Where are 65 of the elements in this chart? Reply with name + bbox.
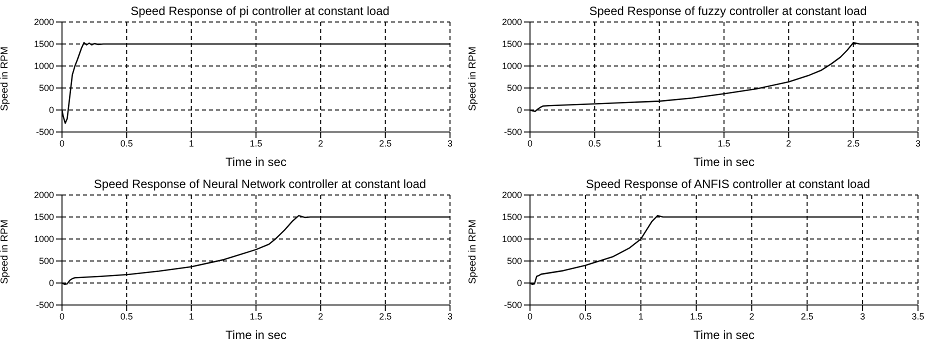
y-tick-label: -500 bbox=[36, 127, 54, 138]
x-tick-label: 1 bbox=[188, 138, 194, 148]
y-axis-title: Speed in RPM bbox=[0, 220, 11, 284]
y-tick-label: -500 bbox=[504, 300, 522, 310]
x-tick-label: 0.5 bbox=[579, 311, 592, 322]
x-tick-label: 0 bbox=[59, 138, 65, 148]
x-tick-label: 0.5 bbox=[120, 138, 133, 148]
y-tick-label: 1000 bbox=[34, 61, 54, 72]
x-tick-label: 3.5 bbox=[912, 311, 924, 322]
chart-title: Speed Response of pi controller at constant load bbox=[130, 4, 390, 18]
y-tick-label: 0 bbox=[516, 105, 522, 116]
x-tick-label: 3 bbox=[915, 138, 921, 148]
x-tick-label: 1.5 bbox=[250, 311, 262, 322]
x-tick-label: 2.5 bbox=[800, 311, 814, 322]
y-tick-label: 1500 bbox=[502, 39, 522, 50]
x-tick-label: 0 bbox=[527, 138, 533, 148]
y-tick-label: 2000 bbox=[502, 17, 522, 28]
x-tick-label: 1.5 bbox=[250, 138, 262, 148]
y-axis-title: Speed in RPM bbox=[468, 46, 479, 111]
y-tick-label: -500 bbox=[36, 300, 54, 310]
y-tick-label: 500 bbox=[38, 256, 54, 266]
x-tick-label: 0 bbox=[59, 311, 65, 322]
y-tick-label: 2000 bbox=[34, 190, 54, 200]
y-tick-label: 0 bbox=[516, 278, 522, 288]
x-tick-label: 1.5 bbox=[690, 311, 703, 322]
y-tick-label: 1000 bbox=[34, 234, 54, 244]
x-tick-label: 0.5 bbox=[588, 138, 601, 148]
y-tick-label: 1500 bbox=[502, 212, 522, 222]
y-tick-label: 2000 bbox=[502, 190, 522, 200]
x-axis-title: Time in sec bbox=[694, 155, 754, 169]
x-tick-label: 2 bbox=[749, 311, 754, 322]
x-tick-label: 2 bbox=[318, 138, 324, 148]
y-tick-label: 1000 bbox=[502, 234, 522, 244]
x-tick-label: 2 bbox=[318, 311, 324, 322]
chart-title: Speed Response of Neural Network controller at constant load bbox=[92, 177, 428, 191]
x-axis-title: Time in sec bbox=[226, 328, 286, 342]
chart-title: Speed Response of ANFIS controller at constant load bbox=[584, 177, 872, 191]
x-tick-label: 2 bbox=[786, 138, 792, 148]
x-tick-label: 2.5 bbox=[379, 311, 392, 322]
x-tick-label: 2.5 bbox=[379, 138, 392, 148]
x-tick-label: 0 bbox=[527, 311, 533, 322]
y-tick-label: 0 bbox=[48, 278, 54, 288]
x-tick-label: 3 bbox=[860, 311, 866, 322]
x-tick-label: 1 bbox=[656, 138, 662, 148]
x-tick-label: 1.5 bbox=[718, 138, 730, 148]
x-axis-title: Time in sec bbox=[694, 328, 754, 342]
y-tick-label: 1000 bbox=[502, 61, 522, 72]
y-tick-label: 500 bbox=[506, 256, 522, 266]
y-tick-label: -500 bbox=[504, 127, 522, 138]
y-tick-label: 0 bbox=[48, 105, 54, 116]
y-tick-label: 500 bbox=[506, 83, 522, 94]
y-tick-label: 1500 bbox=[34, 39, 54, 50]
y-tick-label: 2000 bbox=[34, 17, 54, 28]
y-axis-title: Speed in RPM bbox=[468, 220, 479, 284]
chart-title: Speed Response of fuzzy controller at constant load bbox=[588, 4, 868, 18]
x-tick-label: 3 bbox=[447, 311, 453, 322]
x-tick-label: 1 bbox=[638, 311, 644, 322]
x-axis-title: Time in sec bbox=[226, 155, 286, 169]
x-tick-label: 3 bbox=[447, 138, 453, 148]
x-tick-label: 1 bbox=[188, 311, 194, 322]
y-tick-label: 1500 bbox=[34, 212, 54, 222]
y-tick-label: 500 bbox=[38, 83, 54, 94]
x-tick-label: 2.5 bbox=[847, 138, 860, 148]
x-tick-label: 0.5 bbox=[120, 311, 133, 322]
y-axis-title: Speed in RPM bbox=[0, 46, 11, 111]
